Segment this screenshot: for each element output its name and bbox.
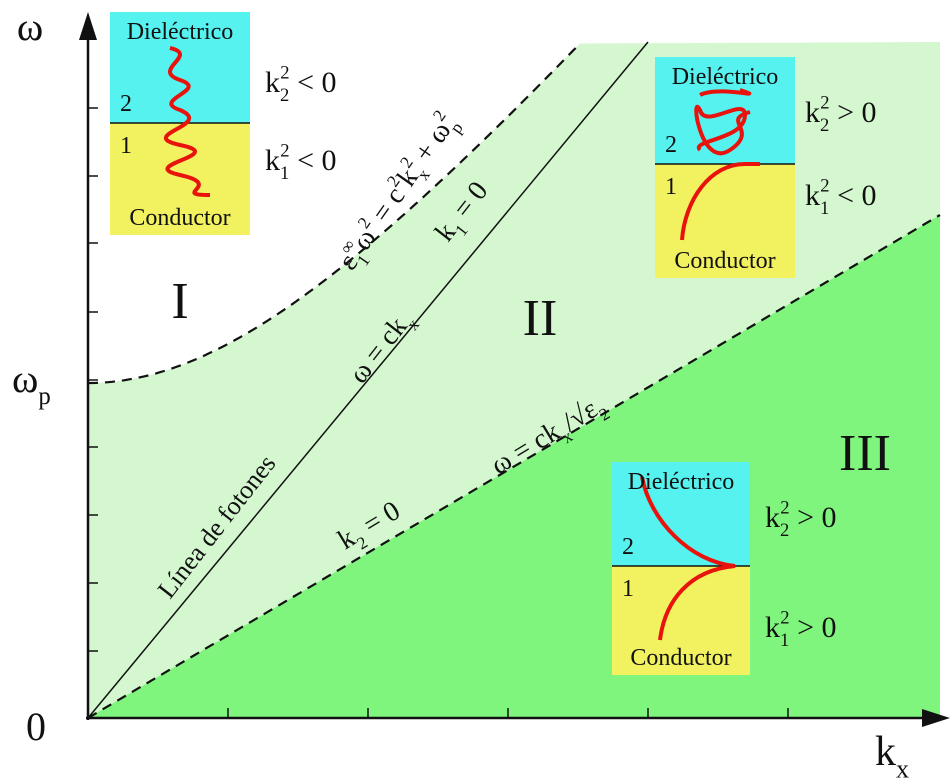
- math-piece: k: [805, 179, 820, 212]
- condition: k22 < 0: [265, 63, 337, 107]
- math-piece: 2: [280, 63, 289, 84]
- x-label: kx: [875, 729, 909, 780]
- math-piece: 2: [780, 498, 789, 519]
- condition: k12 < 0: [265, 141, 337, 185]
- math-piece: k: [265, 66, 280, 99]
- math-piece: < 0: [290, 66, 337, 99]
- math-piece: 2: [820, 93, 829, 114]
- inset-label: Conductor: [630, 645, 731, 671]
- math-piece: 1: [820, 198, 829, 219]
- y-label: ω: [17, 4, 43, 49]
- inset-label: Dieléctrico: [127, 19, 234, 45]
- math-piece: 2: [780, 608, 789, 629]
- inset-label: 2: [120, 91, 132, 117]
- math-piece: 2: [820, 115, 829, 136]
- inset-label: Conductor: [129, 205, 230, 231]
- math-piece: ω: [12, 356, 38, 401]
- inset-label: 1: [665, 174, 677, 200]
- math-piece: > 0: [790, 611, 837, 644]
- math-piece: k: [875, 729, 896, 775]
- inset-label: Dieléctrico: [628, 469, 735, 495]
- math-piece: x: [896, 755, 909, 780]
- inset-label: Conductor: [674, 248, 775, 274]
- inset-label: 2: [622, 534, 634, 560]
- origin-label: 0: [26, 704, 46, 749]
- math-piece: 1: [780, 630, 789, 651]
- math-piece: > 0: [790, 501, 837, 534]
- math-piece: k: [805, 96, 820, 129]
- wp-label: ωp: [12, 356, 51, 410]
- math-piece: k: [765, 501, 780, 534]
- region-label: II: [523, 290, 558, 347]
- diagram: ω 0 I II III DieléctricoConductor21k22 <…: [0, 0, 952, 780]
- math-piece: p: [38, 383, 50, 410]
- y-arrow: [79, 12, 97, 40]
- math-piece: 2: [280, 85, 289, 106]
- math-piece: 2: [280, 141, 289, 162]
- inset-label: Dieléctrico: [672, 64, 779, 90]
- math-piece: > 0: [830, 96, 877, 129]
- math-piece: k: [265, 144, 280, 177]
- region-label: I: [171, 273, 188, 330]
- math-piece: < 0: [290, 144, 337, 177]
- math-piece: k: [765, 611, 780, 644]
- inset-label: 1: [120, 133, 132, 159]
- inset-label: 2: [665, 132, 677, 158]
- math-piece: 1: [280, 163, 289, 184]
- math-piece: 2: [780, 520, 789, 541]
- math-piece: < 0: [830, 179, 877, 212]
- inset-label: 1: [622, 576, 634, 602]
- region-label: III: [839, 425, 891, 482]
- math-piece: 2: [820, 176, 829, 197]
